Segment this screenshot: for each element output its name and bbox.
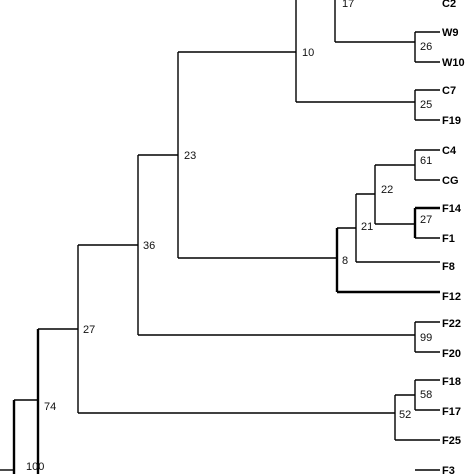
tip-label: F8 bbox=[442, 261, 455, 273]
tip-label: F18 bbox=[442, 376, 461, 388]
tip-label: W10 bbox=[442, 57, 465, 69]
tip-label: F20 bbox=[442, 348, 461, 360]
support-value: 26 bbox=[420, 41, 432, 53]
support-value: 52 bbox=[399, 409, 411, 421]
support-values: 17 26 10 25 23 61 22 27 21 8 36 99 27 58… bbox=[26, 0, 432, 473]
tip-label: F3 bbox=[442, 465, 455, 474]
tip-label: F14 bbox=[442, 203, 462, 215]
support-value: 17 bbox=[342, 0, 354, 10]
tip-label: CG bbox=[442, 175, 459, 187]
tip-label: C4 bbox=[442, 145, 457, 157]
support-value: 74 bbox=[44, 401, 56, 413]
support-value: 99 bbox=[420, 332, 432, 344]
tip-label: F17 bbox=[442, 406, 461, 418]
support-value: 25 bbox=[420, 99, 432, 111]
support-value: 23 bbox=[184, 150, 196, 162]
support-value: 61 bbox=[420, 155, 432, 167]
tip-label: F1 bbox=[442, 233, 455, 245]
tip-label: F19 bbox=[442, 115, 461, 127]
support-value: 58 bbox=[420, 389, 432, 401]
support-value: 21 bbox=[361, 221, 373, 233]
support-value: 8 bbox=[342, 255, 348, 267]
tip-label: C2 bbox=[442, 0, 456, 10]
tip-label: F12 bbox=[442, 291, 461, 303]
support-value: 36 bbox=[143, 240, 155, 252]
tip-labels: C2 W9 W10 C7 F19 C4 CG F14 F1 F8 F12 F22… bbox=[442, 0, 465, 474]
tip-label: W9 bbox=[442, 27, 459, 39]
tip-label: F22 bbox=[442, 318, 461, 330]
tip-label: F25 bbox=[442, 435, 461, 447]
tip-label: C7 bbox=[442, 85, 456, 97]
support-value: 100 bbox=[26, 461, 44, 473]
support-value: 10 bbox=[302, 47, 314, 59]
support-value: 22 bbox=[381, 184, 393, 196]
tree-branches bbox=[0, 0, 440, 474]
support-value: 27 bbox=[420, 214, 432, 226]
support-value: 27 bbox=[83, 324, 95, 336]
